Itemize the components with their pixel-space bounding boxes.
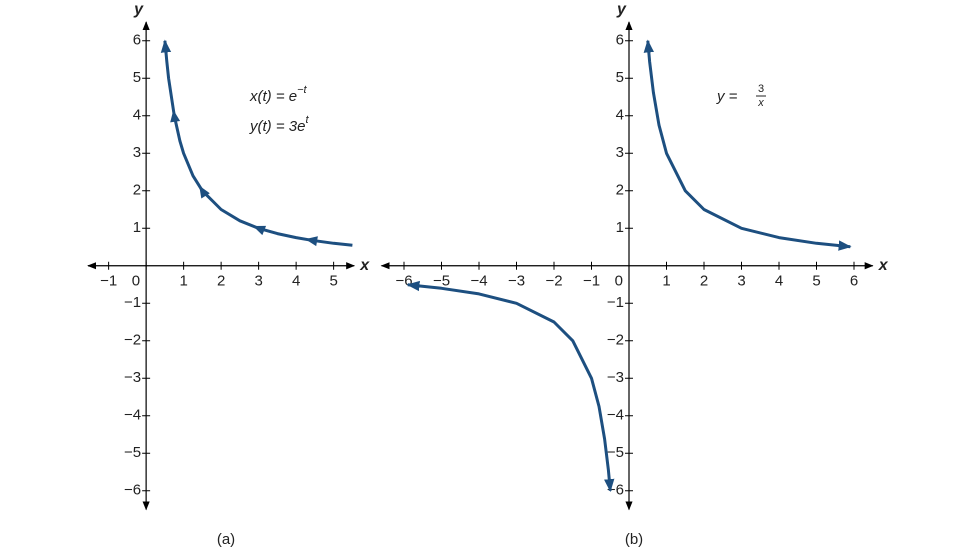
y-tick-label: −2: [124, 332, 141, 349]
x-tick-label: −2: [545, 273, 562, 290]
direction-arrow: [170, 109, 181, 123]
direction-arrow: [305, 236, 318, 247]
y-tick-label: 4: [616, 107, 624, 124]
equation: y(t) = 3et: [249, 114, 309, 135]
equation-numerator: 3: [758, 83, 764, 95]
x-tick-label: −6: [395, 273, 412, 290]
equation-text: x(t) = e: [249, 88, 297, 105]
y-tick-label: 6: [616, 32, 624, 49]
y-tick-label: −5: [124, 444, 141, 461]
curve: [160, 39, 353, 247]
y-axis-label: y: [133, 1, 144, 18]
y-tick-label: −3: [124, 369, 141, 386]
y-tick-label: 1: [133, 219, 141, 236]
x-tick-label: 0: [615, 273, 623, 290]
x-tick-label: −4: [470, 273, 487, 290]
x-tick-label: −1: [100, 273, 117, 290]
x-tick-label: −1: [583, 273, 600, 290]
y-tick-label: 6: [133, 32, 141, 49]
y-tick-label: −6: [124, 482, 141, 499]
y-tick-label: 4: [133, 107, 141, 124]
y-tick-label: 3: [616, 144, 624, 161]
y-tick-label: 3: [133, 144, 141, 161]
y-tick-label: −1: [607, 294, 624, 311]
x-tick-label: 6: [850, 273, 858, 290]
y-tick-label: −1: [124, 294, 141, 311]
x-tick-label: 2: [700, 273, 708, 290]
y-tick-label: 5: [616, 69, 624, 86]
y-tick-label: 1: [616, 219, 624, 236]
y-tick-label: −4: [124, 407, 141, 424]
direction-arrow: [199, 185, 210, 199]
y-tick-label: −2: [607, 332, 624, 349]
y-tick-label: −5: [607, 444, 624, 461]
curve: [643, 39, 852, 251]
x-tick-label: 1: [179, 273, 187, 290]
direction-arrow: [253, 225, 267, 236]
y-tick-label: 5: [133, 69, 141, 86]
equation-denominator: x: [757, 97, 764, 109]
x-tick-label: 0: [132, 273, 140, 290]
caption: (a): [217, 531, 235, 548]
x-tick-label: −3: [508, 273, 525, 290]
equation: x(t) = e−t: [249, 84, 308, 105]
x-tick-label: 4: [292, 273, 300, 290]
x-axis-label: x: [359, 257, 370, 274]
y-tick-label: 2: [616, 182, 624, 199]
y-tick-label: −4: [607, 407, 624, 424]
equation-sup: t: [305, 114, 309, 126]
x-tick-label: 5: [329, 273, 337, 290]
x-axis-label: x: [878, 257, 889, 274]
y-axis-label: y: [616, 1, 627, 18]
x-tick-label: 5: [812, 273, 820, 290]
y-tick-label: 2: [133, 182, 141, 199]
x-tick-label: 3: [254, 273, 262, 290]
equation-text: y(t) = 3e: [249, 118, 305, 135]
x-tick-label: 1: [662, 273, 670, 290]
x-tick-label: 3: [737, 273, 745, 290]
x-tick-label: 2: [217, 273, 225, 290]
caption: (b): [625, 531, 643, 548]
equation-sup: −t: [297, 84, 307, 96]
equation-lhs: y =: [716, 88, 738, 105]
x-tick-label: 4: [775, 273, 783, 290]
y-tick-label: −3: [607, 369, 624, 386]
curve: [406, 280, 615, 493]
